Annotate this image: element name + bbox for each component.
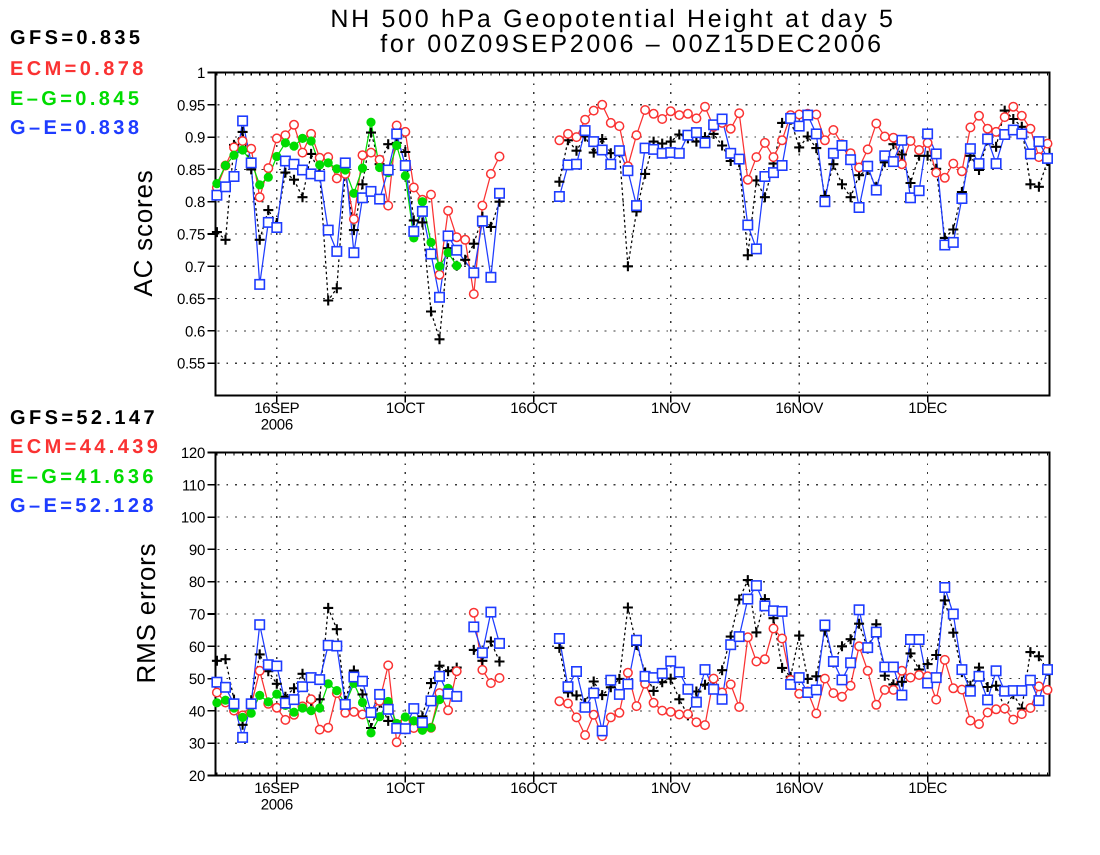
svg-text:RMS errors: RMS errors: [131, 543, 161, 684]
svg-text:16NOV: 16NOV: [775, 400, 823, 417]
svg-text:for 00Z09SEP2006 – 00Z15DEC200: for 00Z09SEP2006 – 00Z15DEC2006: [380, 30, 883, 58]
svg-text:1DEC: 1DEC: [908, 780, 947, 797]
svg-text:1: 1: [197, 65, 205, 82]
svg-text:50: 50: [189, 671, 205, 688]
svg-text:1DEC: 1DEC: [908, 400, 947, 417]
svg-text:GFS=0.835: GFS=0.835: [10, 27, 143, 49]
svg-text:0.8: 0.8: [185, 194, 205, 211]
svg-text:60: 60: [189, 639, 205, 656]
svg-text:80: 80: [189, 574, 205, 591]
svg-text:0.6: 0.6: [185, 323, 205, 340]
svg-text:16SEP: 16SEP: [254, 780, 299, 797]
svg-text:0.9: 0.9: [185, 130, 205, 147]
svg-text:16OCT: 16OCT: [510, 400, 557, 417]
svg-text:0.55: 0.55: [177, 356, 205, 373]
svg-text:110: 110: [182, 477, 205, 494]
svg-text:ECM=44.439: ECM=44.439: [10, 436, 161, 458]
svg-text:NH 500 hPa Geopotential Height: NH 500 hPa Geopotential Height at day 5: [330, 5, 895, 33]
svg-text:16OCT: 16OCT: [510, 780, 557, 797]
svg-text:16NOV: 16NOV: [775, 780, 823, 797]
svg-text:0.95: 0.95: [177, 97, 205, 114]
svg-text:0.85: 0.85: [177, 162, 205, 179]
svg-text:120: 120: [181, 445, 205, 462]
svg-text:1OCT: 1OCT: [386, 400, 425, 417]
svg-text:0.75: 0.75: [177, 227, 205, 244]
svg-text:2006: 2006: [261, 417, 293, 434]
svg-text:70: 70: [189, 607, 205, 624]
svg-text:0.7: 0.7: [185, 259, 205, 276]
svg-text:20: 20: [189, 768, 205, 785]
svg-text:AC scores: AC scores: [128, 169, 158, 296]
svg-text:0.65: 0.65: [177, 291, 205, 308]
svg-text:1NOV: 1NOV: [651, 400, 691, 417]
svg-text:1OCT: 1OCT: [386, 780, 425, 797]
svg-text:ECM=0.878: ECM=0.878: [10, 58, 147, 80]
svg-text:30: 30: [189, 736, 205, 753]
svg-text:16SEP: 16SEP: [254, 400, 299, 417]
svg-text:G–E=52.128: G–E=52.128: [10, 495, 157, 517]
svg-text:40: 40: [189, 703, 205, 720]
svg-text:2006: 2006: [261, 797, 293, 814]
svg-text:100: 100: [181, 510, 205, 527]
svg-text:GFS=52.147: GFS=52.147: [10, 407, 158, 429]
svg-text:G–E=0.838: G–E=0.838: [10, 117, 142, 139]
svg-text:1NOV: 1NOV: [651, 780, 691, 797]
svg-text:E–G=0.845: E–G=0.845: [10, 88, 142, 110]
svg-text:90: 90: [189, 542, 205, 559]
svg-text:E–G=41.636: E–G=41.636: [10, 466, 157, 488]
